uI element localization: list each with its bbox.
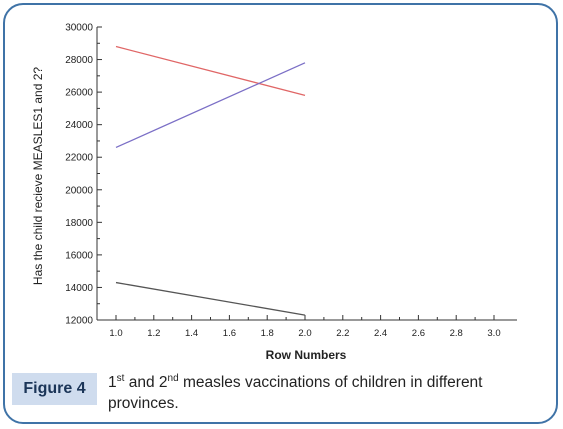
x-tick-label: 2.2 [336,328,349,339]
caption-n1: 1 [108,374,117,391]
x-tick-label: 2.0 [298,328,311,339]
y-tick-label: 20000 [65,185,93,196]
x-tick-label: 1.0 [109,328,122,339]
caption-rest: measles vaccinations of children in diff… [108,374,483,412]
y-tick-label: 26000 [65,88,93,99]
caption-text: 1st and 2nd measles vaccinations of chil… [108,372,548,414]
caption-sup1: st [116,372,125,384]
y-tick-label: 14000 [65,283,93,294]
y-tick-label: 28000 [65,55,93,66]
y-tick-label: 30000 [65,23,93,34]
x-tick-label: 2.4 [374,328,387,339]
y-tick-label: 24000 [65,120,93,131]
x-tick-label: 1.4 [185,328,198,339]
y-axis-label: Has the child recieve MEASLES1 and 2? [31,67,45,285]
x-tick-label: 1.6 [223,328,236,339]
y-tick-label: 12000 [65,316,93,327]
y-tick-label: 22000 [65,153,93,164]
x-tick-label: 3.0 [487,328,500,339]
series-line-1 [115,45,306,96]
y-tick-label: 16000 [65,250,93,261]
x-axis-label: Row Numbers [266,348,347,362]
series-line-2 [115,62,306,149]
x-tick-label: 2.6 [412,328,425,339]
caption-sup2: nd [167,372,179,384]
x-tick-label: 1.8 [261,328,274,339]
figure-caption: Figure 4 1st and 2nd measles vaccination… [12,370,552,420]
series-line-3 [115,281,306,316]
y-tick-label: 18000 [65,218,93,229]
caption-and: and 2 [124,374,168,391]
x-tick-label: 1.2 [147,328,160,339]
figure-number-badge: Figure 4 [12,373,97,405]
x-tick-label: 2.8 [450,328,463,339]
